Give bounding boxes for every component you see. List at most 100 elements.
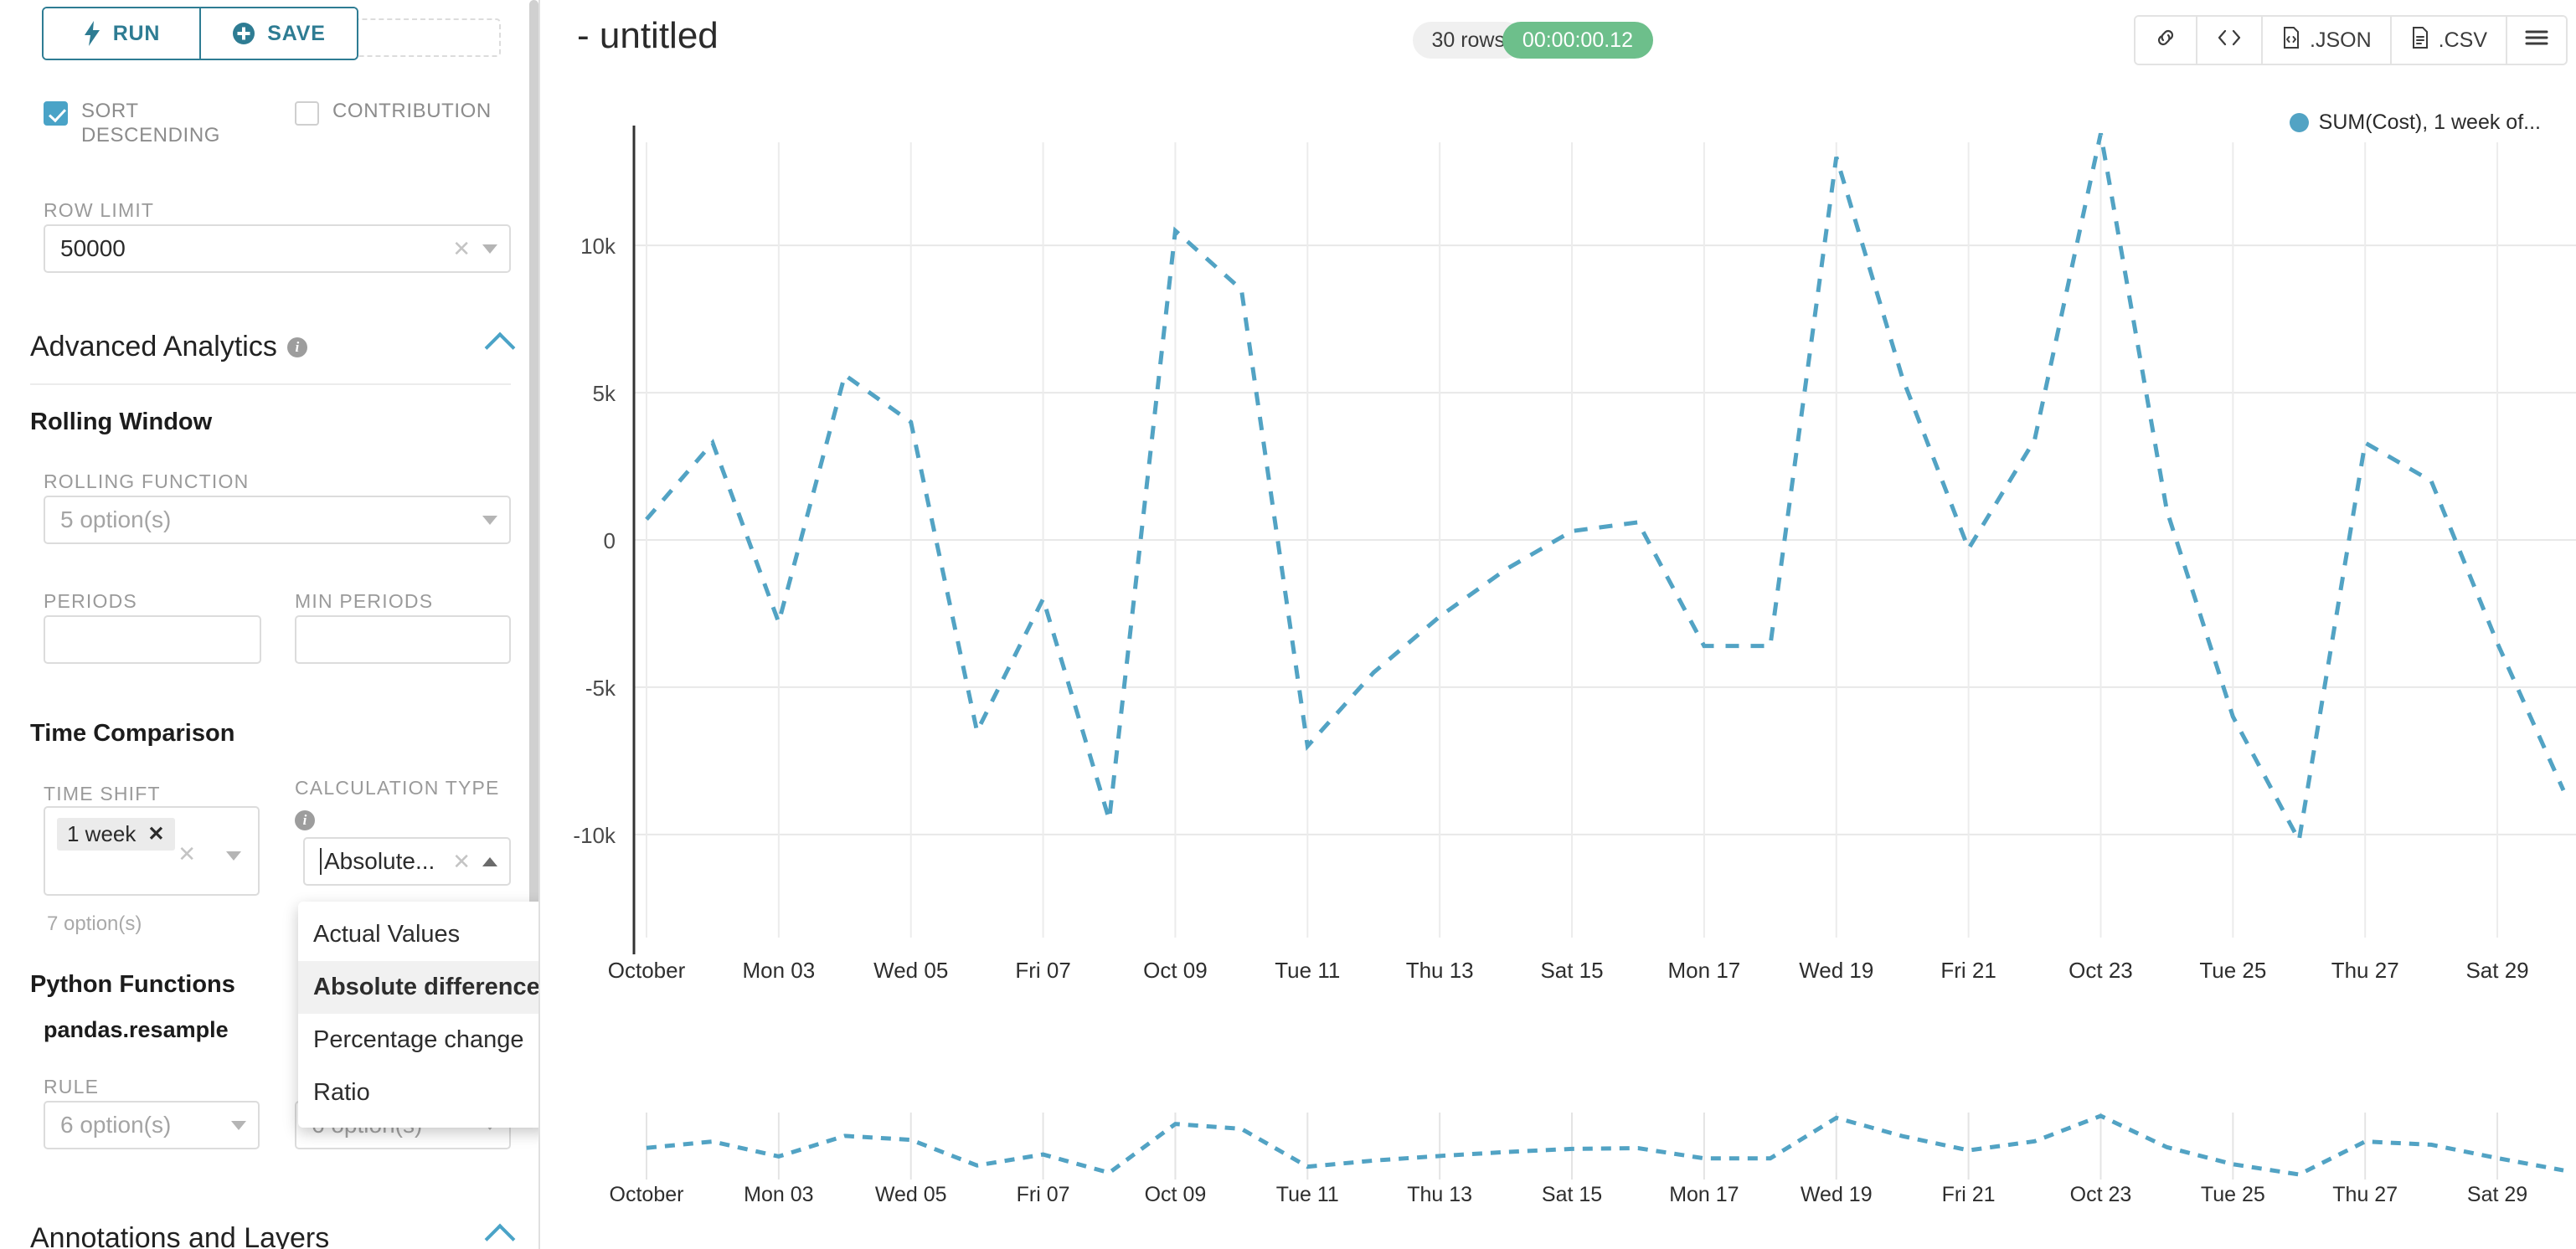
clear-icon[interactable]: ✕ <box>452 848 471 874</box>
more-menu-button[interactable] <box>2507 17 2566 64</box>
svg-text:5k: 5k <box>593 381 616 406</box>
svg-text:Oct 09: Oct 09 <box>1145 1183 1207 1201</box>
checkbox-box-unchecked[interactable] <box>295 101 319 126</box>
row-limit-label: ROW LIMIT <box>44 199 155 221</box>
calculation-type-label: CALCULATION TYPE <box>295 777 500 799</box>
query-duration-badge: 00:00:00.12 <box>1502 22 1653 59</box>
sort-descending-checkbox[interactable]: SORT DESCENDING <box>44 99 236 148</box>
dropdown-option-percentage-change[interactable]: Percentage change <box>313 1026 524 1053</box>
svg-text:Wed 05: Wed 05 <box>873 958 948 983</box>
chart-legend[interactable]: SUM(Cost), 1 week of... <box>2289 111 2541 135</box>
chevron-up-icon[interactable] <box>484 1223 516 1249</box>
rolling-function-select[interactable]: 5 option(s) <box>44 496 511 544</box>
dropdown-option-absolute-difference[interactable]: Absolute difference <box>298 961 538 1014</box>
chevron-down-icon[interactable] <box>482 244 497 254</box>
annotations-layers-header[interactable]: Annotations and Layers <box>30 1222 516 1249</box>
svg-text:Sat 15: Sat 15 <box>1540 958 1603 983</box>
contribution-checkbox[interactable]: CONTRIBUTION <box>295 99 492 126</box>
svg-text:Tue 25: Tue 25 <box>2199 958 2266 983</box>
periods-input[interactable] <box>44 615 261 664</box>
share-link-button[interactable] <box>2136 17 2198 64</box>
chevron-up-icon[interactable] <box>482 856 497 866</box>
svg-text:Tue 11: Tue 11 <box>1276 1183 1339 1201</box>
svg-text:-5k: -5k <box>585 676 616 701</box>
row-count-badge: 30 rows <box>1413 22 1523 59</box>
pandas-resample-subtitle: pandas.resample <box>44 1017 229 1042</box>
chevron-down-icon[interactable] <box>226 851 241 861</box>
svg-text:Oct 23: Oct 23 <box>2070 1183 2132 1201</box>
info-icon[interactable]: i <box>295 810 315 830</box>
svg-text:Oct 23: Oct 23 <box>2069 958 2133 983</box>
calculation-type-value: Absolute... <box>320 848 452 875</box>
annotations-layers-title: Annotations and Layers <box>30 1222 330 1249</box>
scrollbar-thumb[interactable] <box>529 0 538 988</box>
row-limit-select[interactable]: 50000 ✕ <box>44 224 511 273</box>
view-code-button[interactable] <box>2197 17 2264 64</box>
svg-text:Thu 27: Thu 27 <box>2332 1183 2398 1201</box>
remove-tag-icon[interactable]: ✕ <box>147 823 165 846</box>
chevron-down-icon[interactable] <box>231 1120 246 1130</box>
save-button-label: SAVE <box>267 21 326 45</box>
rule-label: RULE <box>44 1076 100 1097</box>
run-button-label: RUN <box>112 21 161 45</box>
time-shift-multiselect[interactable]: 1 week ✕ ✕ <box>44 806 260 896</box>
svg-text:Wed 19: Wed 19 <box>1801 1183 1873 1201</box>
share-link-icon <box>2154 26 2177 55</box>
min-periods-input[interactable] <box>295 615 511 664</box>
json-file-icon <box>2281 26 2301 55</box>
chart-toolbar: .JSON .CSV <box>2134 15 2568 65</box>
checkbox-box-checked[interactable] <box>44 101 68 126</box>
rule-select[interactable]: 6 option(s) <box>44 1101 260 1149</box>
sort-descending-label: SORT DESCENDING <box>81 100 221 147</box>
plus-circle-icon <box>232 22 255 45</box>
time-comparison-title: Time Comparison <box>30 720 235 747</box>
svg-text:Thu 27: Thu 27 <box>2331 958 2399 983</box>
svg-text:Thu 13: Thu 13 <box>1407 1183 1472 1201</box>
advanced-analytics-header[interactable]: Advanced Analytics i <box>30 331 516 363</box>
svg-text:-10k: -10k <box>573 823 616 848</box>
svg-text:Tue 11: Tue 11 <box>1275 958 1340 983</box>
sidebar-scrollbar[interactable] <box>529 0 538 1249</box>
section-divider <box>30 383 511 385</box>
rolling-function-label: ROLLING FUNCTION <box>44 470 250 492</box>
svg-text:0: 0 <box>604 528 616 553</box>
chart-header-bar: - untitled 30 rows 00:00:00.12 <box>542 0 2576 88</box>
advanced-analytics-title: Advanced Analytics <box>30 331 277 362</box>
chevron-up-icon[interactable] <box>484 332 516 362</box>
chart-range-brush[interactable]: October Mon 03 Wed 05 Fri 07 Oct 09 Tue 11 Thu… <box>542 1109 2576 1206</box>
legend-label: SUM(Cost), 1 week of... <box>2318 111 2541 134</box>
calculation-type-select[interactable]: Absolute... ✕ <box>303 837 511 886</box>
download-csv-button[interactable]: .CSV <box>2391 17 2507 64</box>
min-periods-label: MIN PERIODS <box>295 590 434 612</box>
info-icon[interactable]: i <box>286 337 307 357</box>
line-chart[interactable]: -10k -5k 0 5k 10k October Mon 03 Wed 05 Fri 07 Oc… <box>542 126 2576 1055</box>
run-button[interactable]: RUN <box>44 8 201 59</box>
dropdown-option-ratio[interactable]: Ratio <box>313 1079 370 1106</box>
chevron-down-icon[interactable] <box>482 515 497 525</box>
download-json-button[interactable]: .JSON <box>2263 17 2392 64</box>
time-shift-helper-text: 7 option(s) <box>47 912 142 935</box>
dropdown-option-actual-values[interactable]: Actual Values <box>313 921 461 948</box>
svg-text:Mon 03: Mon 03 <box>742 958 815 983</box>
code-icon <box>2216 28 2243 54</box>
download-csv-label: .CSV <box>2438 28 2487 52</box>
clear-icon[interactable]: ✕ <box>452 235 471 261</box>
svg-text:October: October <box>610 1183 684 1201</box>
svg-text:October: October <box>608 958 686 983</box>
page-title: - untitled <box>577 15 719 56</box>
row-limit-value: 50000 <box>60 235 126 261</box>
rolling-function-placeholder: 5 option(s) <box>60 506 172 532</box>
svg-text:Fri 07: Fri 07 <box>1017 1183 1070 1201</box>
clear-icon[interactable]: ✕ <box>178 841 196 866</box>
svg-text:Sat 15: Sat 15 <box>1542 1183 1602 1201</box>
svg-text:Thu 13: Thu 13 <box>1406 958 1474 983</box>
svg-text:Fri 21: Fri 21 <box>1940 958 1996 983</box>
calculation-type-dropdown-menu: Actual Values Absolute difference Percen… <box>298 902 538 1128</box>
svg-text:Fri 07: Fri 07 <box>1015 958 1070 983</box>
periods-label: PERIODS <box>44 590 137 612</box>
save-button[interactable]: SAVE <box>201 8 357 59</box>
time-shift-tag[interactable]: 1 week ✕ <box>57 818 175 851</box>
rule-placeholder: 6 option(s) <box>60 1112 172 1138</box>
svg-text:Mon 17: Mon 17 <box>1669 1183 1739 1201</box>
